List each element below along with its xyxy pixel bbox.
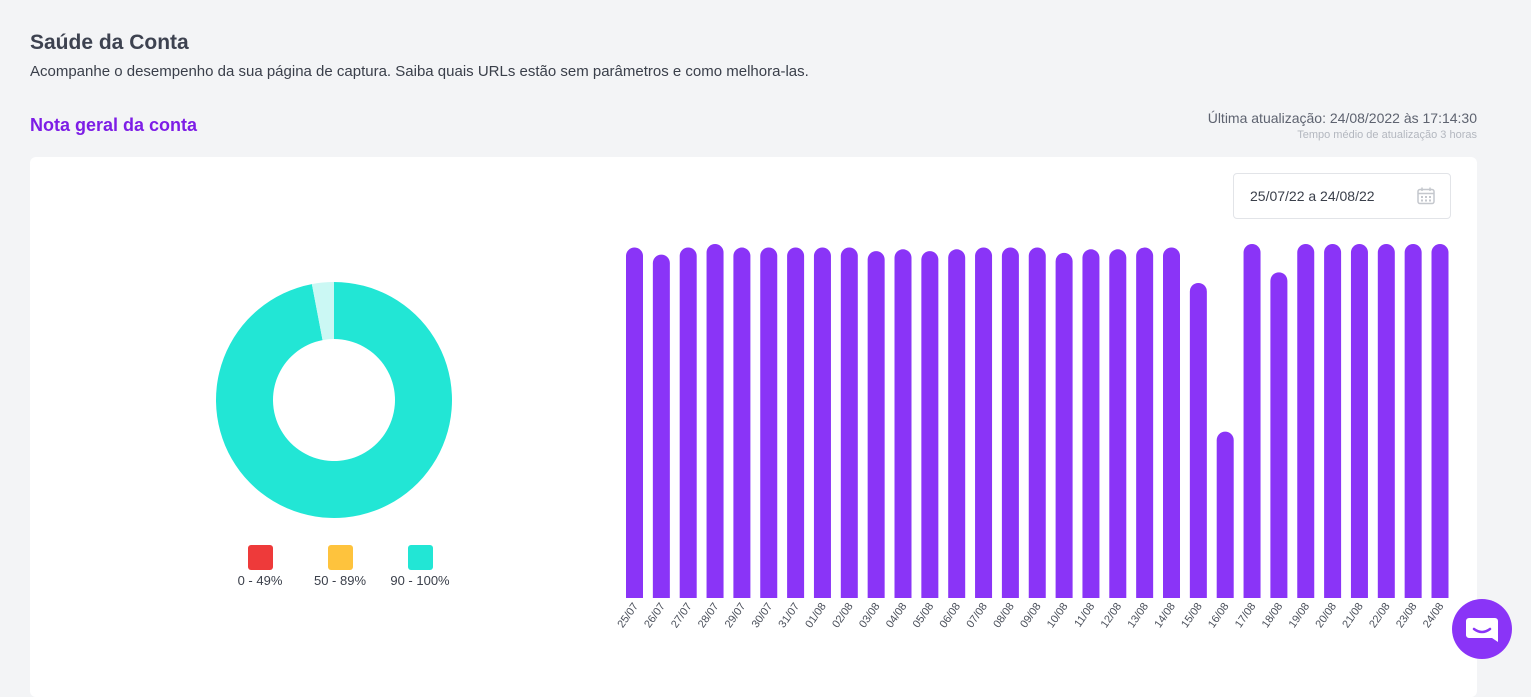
x-tick-label: 26/07 <box>642 601 668 630</box>
bar-16/08[interactable] <box>1216 431 1234 598</box>
x-tick-label: 19/08 <box>1287 601 1313 630</box>
date-range-value: 25/07/22 a 24/08/22 <box>1250 188 1375 204</box>
x-tick-label: 10/08 <box>1045 601 1071 630</box>
x-tick-label: 16/08 <box>1206 601 1232 630</box>
bar-17/08[interactable] <box>1243 244 1261 598</box>
bar-11/08[interactable] <box>1082 249 1100 598</box>
bar-21/08[interactable] <box>1350 244 1368 598</box>
legend-swatch-teal <box>407 545 433 570</box>
chat-button[interactable] <box>1452 599 1512 659</box>
x-tick-label: 27/07 <box>669 601 695 630</box>
legend-label: 50 - 89% <box>313 573 367 588</box>
x-tick-label: 07/08 <box>964 601 990 630</box>
x-tick-label: 09/08 <box>1018 601 1044 630</box>
bar-28/07[interactable] <box>706 244 724 598</box>
bar-30/07[interactable] <box>760 247 778 598</box>
avg-update-text: Tempo médio de atualização 3 horas <box>1297 129 1477 141</box>
score-card: 25/07/22 a 24/08/22 0 - 49% 50 - 89% 90 … <box>30 157 1477 697</box>
x-tick-label: 31/07 <box>776 601 802 630</box>
page-subtitle: Acompanhe o desempenho da sua página de … <box>30 63 809 80</box>
calendar-icon <box>1417 187 1435 205</box>
bar-08/08[interactable] <box>1001 247 1019 598</box>
x-tick-label: 29/07 <box>723 601 749 630</box>
bar-15/08[interactable] <box>1189 282 1207 598</box>
bar-19/08[interactable] <box>1297 244 1315 598</box>
bar-09/08[interactable] <box>1028 247 1046 598</box>
legend-swatch-red <box>247 545 273 570</box>
chart-legend: 0 - 49% 50 - 89% 90 - 100% <box>220 545 460 595</box>
x-tick-label: 14/08 <box>1152 601 1178 630</box>
x-tick-label: 23/08 <box>1394 601 1420 630</box>
page-title: Saúde da Conta <box>30 31 189 54</box>
bar-05/08[interactable] <box>921 251 939 598</box>
x-tick-label: 11/08 <box>1072 601 1097 630</box>
bar-10/08[interactable] <box>1055 252 1073 598</box>
update-info: Última atualização: 24/08/2022 às 17:14:… <box>1208 110 1477 141</box>
bar-12/08[interactable] <box>1109 249 1127 598</box>
x-tick-label: 20/08 <box>1313 601 1339 630</box>
chat-icon <box>1466 618 1498 642</box>
x-tick-label: 02/08 <box>830 601 856 630</box>
x-tick-label: 24/08 <box>1421 601 1447 630</box>
x-tick-label: 04/08 <box>884 601 910 630</box>
x-tick-label: 15/08 <box>1179 601 1205 630</box>
x-tick-label: 03/08 <box>857 601 883 630</box>
bar-18/08[interactable] <box>1270 272 1288 598</box>
bar-06/08[interactable] <box>948 249 966 598</box>
bar-23/08[interactable] <box>1404 244 1422 598</box>
bar-31/07[interactable] <box>787 247 805 598</box>
bar-02/08[interactable] <box>840 247 858 598</box>
bar-22/08[interactable] <box>1377 244 1395 598</box>
bar-14/08[interactable] <box>1163 247 1180 598</box>
bar-04/08[interactable] <box>894 249 912 598</box>
daily-score-bar-chart: 25/07 26/07 27/07 28/07 29/07 30/07 31/07 01/08… <box>615 244 1449 630</box>
bar-20/08[interactable] <box>1324 244 1342 598</box>
bar-13/08[interactable] <box>1136 247 1154 598</box>
x-tick-label: 05/08 <box>911 601 937 630</box>
legend-label: 0 - 49% <box>237 573 283 588</box>
bar-27/07[interactable] <box>679 247 697 598</box>
x-tick-label: 28/07 <box>696 601 722 630</box>
legend-item-low: 0 - 49% <box>220 545 300 588</box>
legend-item-high: 90 - 100% <box>380 545 460 588</box>
bar-01/08[interactable] <box>813 247 831 598</box>
bar-24/08[interactable] <box>1431 244 1449 598</box>
bar-26/07[interactable] <box>652 254 670 598</box>
date-range-picker[interactable]: 25/07/22 a 24/08/22 <box>1233 173 1451 219</box>
legend-swatch-yellow <box>327 545 353 570</box>
x-tick-label: 06/08 <box>938 601 964 630</box>
bar-03/08[interactable] <box>867 251 885 598</box>
legend-item-mid: 50 - 89% <box>300 545 380 588</box>
x-tick-label: 13/08 <box>1125 601 1151 630</box>
bar-25/07[interactable] <box>626 247 643 598</box>
x-tick-label: 12/08 <box>1099 601 1125 630</box>
donut-slice-2 <box>216 282 452 518</box>
x-tick-label: 25/07 <box>615 601 641 630</box>
x-tick-label: 21/08 <box>1340 601 1366 630</box>
bar-07/08[interactable] <box>975 247 993 598</box>
x-tick-label: 18/08 <box>1260 601 1286 630</box>
donut-slice-1 <box>311 282 334 341</box>
legend-label: 90 - 100% <box>390 573 450 588</box>
bar-29/07[interactable] <box>733 247 751 598</box>
last-update-text: Última atualização: 24/08/2022 às 17:14:… <box>1207 110 1477 126</box>
x-tick-label: 22/08 <box>1367 601 1393 630</box>
donut-chart <box>216 282 452 518</box>
x-tick-label: 08/08 <box>991 601 1017 630</box>
x-tick-label: 01/08 <box>803 601 829 630</box>
section-title: Nota geral da conta <box>30 115 198 135</box>
x-tick-label: 17/08 <box>1233 601 1259 630</box>
x-tick-label: 30/07 <box>750 601 776 630</box>
